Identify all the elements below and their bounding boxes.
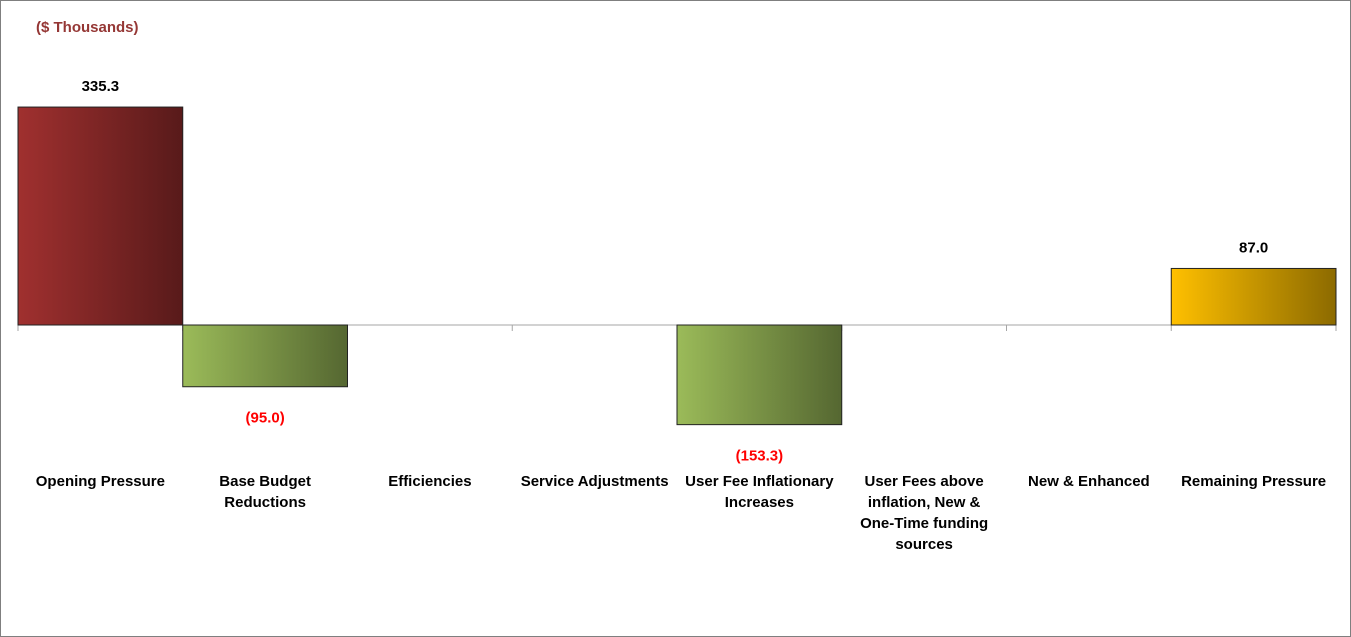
- x-tick-label: Base Budget Reductions: [219, 473, 311, 511]
- x-tick-label: Remaining Pressure: [1181, 473, 1327, 490]
- value-label: (95.0): [246, 410, 285, 427]
- x-tick-label: New & Enhanced: [1028, 473, 1150, 490]
- x-tick-label: Opening Pressure: [35, 473, 165, 490]
- value-label: (153.3): [736, 448, 784, 465]
- x-tick-label: User Fees above inflation, New & One-Tim…: [860, 473, 989, 553]
- bar: [676, 324, 843, 426]
- x-tick-label: User Fee Inflationary Increases: [685, 473, 834, 511]
- bar: [182, 324, 348, 388]
- bar: [1170, 267, 1337, 326]
- value-label: 87.0: [1239, 239, 1268, 256]
- value-label: 335.3: [82, 78, 120, 95]
- chart-title: ($ Thousands): [36, 19, 139, 36]
- x-tick-label: Service Adjustments: [520, 473, 669, 490]
- x-tick-label: Efficiencies: [388, 473, 472, 490]
- bar: [17, 106, 184, 326]
